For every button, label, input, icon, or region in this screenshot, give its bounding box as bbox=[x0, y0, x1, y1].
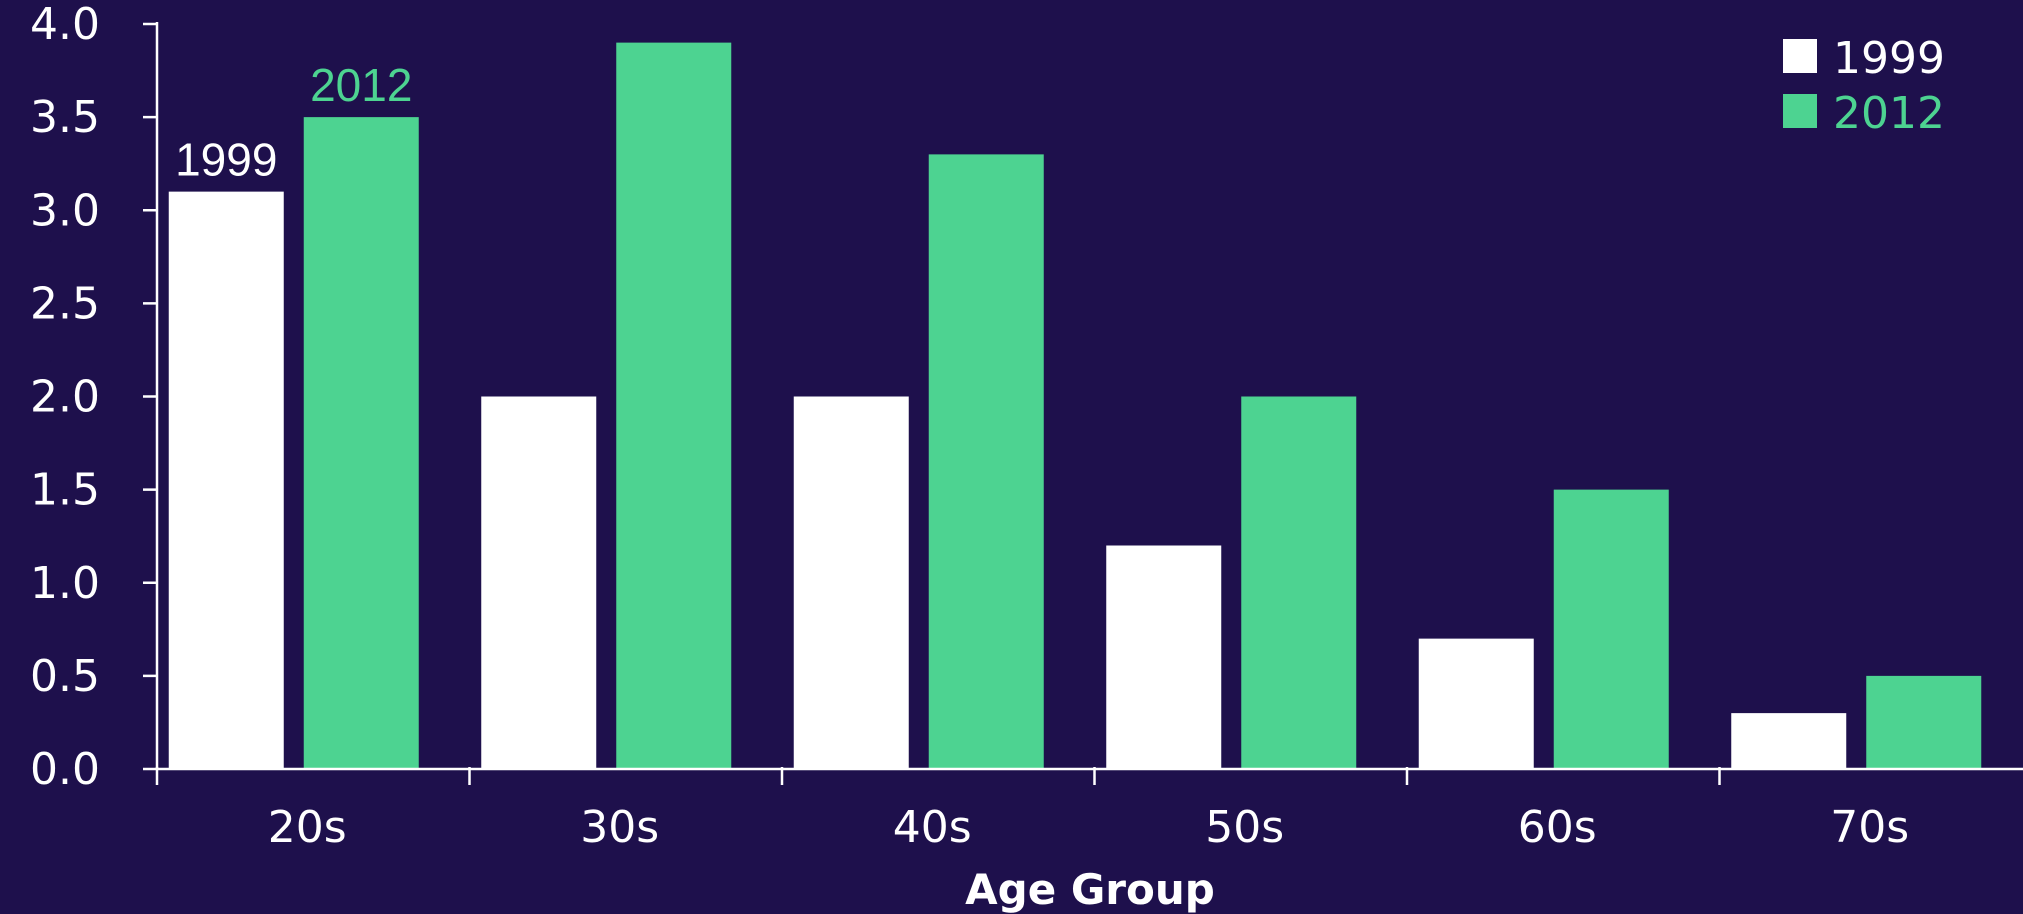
x-tick-label: 60s bbox=[1518, 802, 1597, 853]
y-tick-label: 0.5 bbox=[30, 651, 100, 702]
axes-layer bbox=[143, 22, 2023, 785]
legend-swatch-2012 bbox=[1783, 94, 1817, 128]
annotation-1999: 1999 bbox=[175, 134, 277, 186]
y-tick-label: 2.5 bbox=[30, 278, 100, 329]
bar-2012-20s bbox=[303, 117, 419, 769]
x-tick-label: 20s bbox=[268, 802, 347, 853]
y-tick-label: 3.5 bbox=[30, 92, 100, 143]
bar-2012-70s bbox=[1866, 675, 1982, 769]
y-tick-label: 0.0 bbox=[30, 744, 100, 795]
bar-1999-20s bbox=[168, 191, 284, 769]
bar-1999-70s bbox=[1731, 713, 1847, 769]
x-tick-label: 30s bbox=[580, 802, 659, 853]
bar-2012-30s bbox=[616, 42, 732, 769]
annotation-2012: 2012 bbox=[310, 59, 412, 111]
x-tick-label: 40s bbox=[893, 802, 972, 853]
y-tick-label: 1.0 bbox=[30, 558, 100, 609]
legend-label-2012: 2012 bbox=[1833, 88, 1945, 139]
y-tick-label: 4.0 bbox=[30, 0, 100, 50]
y-tick-label: 1.5 bbox=[30, 465, 100, 516]
y-tick-label: 3.0 bbox=[30, 185, 100, 236]
bar-2012-50s bbox=[1241, 396, 1357, 769]
bar-1999-40s bbox=[793, 396, 909, 769]
y-tick-label: 2.0 bbox=[30, 372, 100, 423]
labels-layer: 0.0 0.5 1.0 1.5 2.0 2.5 3.0 3.5 4.0 20s 30s 40s 50s 6… bbox=[30, 0, 1909, 853]
bar-1999-30s bbox=[481, 396, 597, 769]
legend-label-1999: 1999 bbox=[1833, 33, 1945, 84]
x-tick-label: 70s bbox=[1830, 802, 1909, 853]
bar-2012-60s bbox=[1553, 489, 1669, 769]
bar-2012-40s bbox=[928, 154, 1044, 769]
x-tick-label: 50s bbox=[1205, 802, 1284, 853]
bars-layer bbox=[168, 42, 1982, 769]
bar-1999-60s bbox=[1418, 638, 1534, 769]
legend-swatch-1999 bbox=[1783, 39, 1817, 73]
bar-1999-50s bbox=[1106, 545, 1222, 769]
x-axis-title: Age Group bbox=[965, 865, 1215, 914]
